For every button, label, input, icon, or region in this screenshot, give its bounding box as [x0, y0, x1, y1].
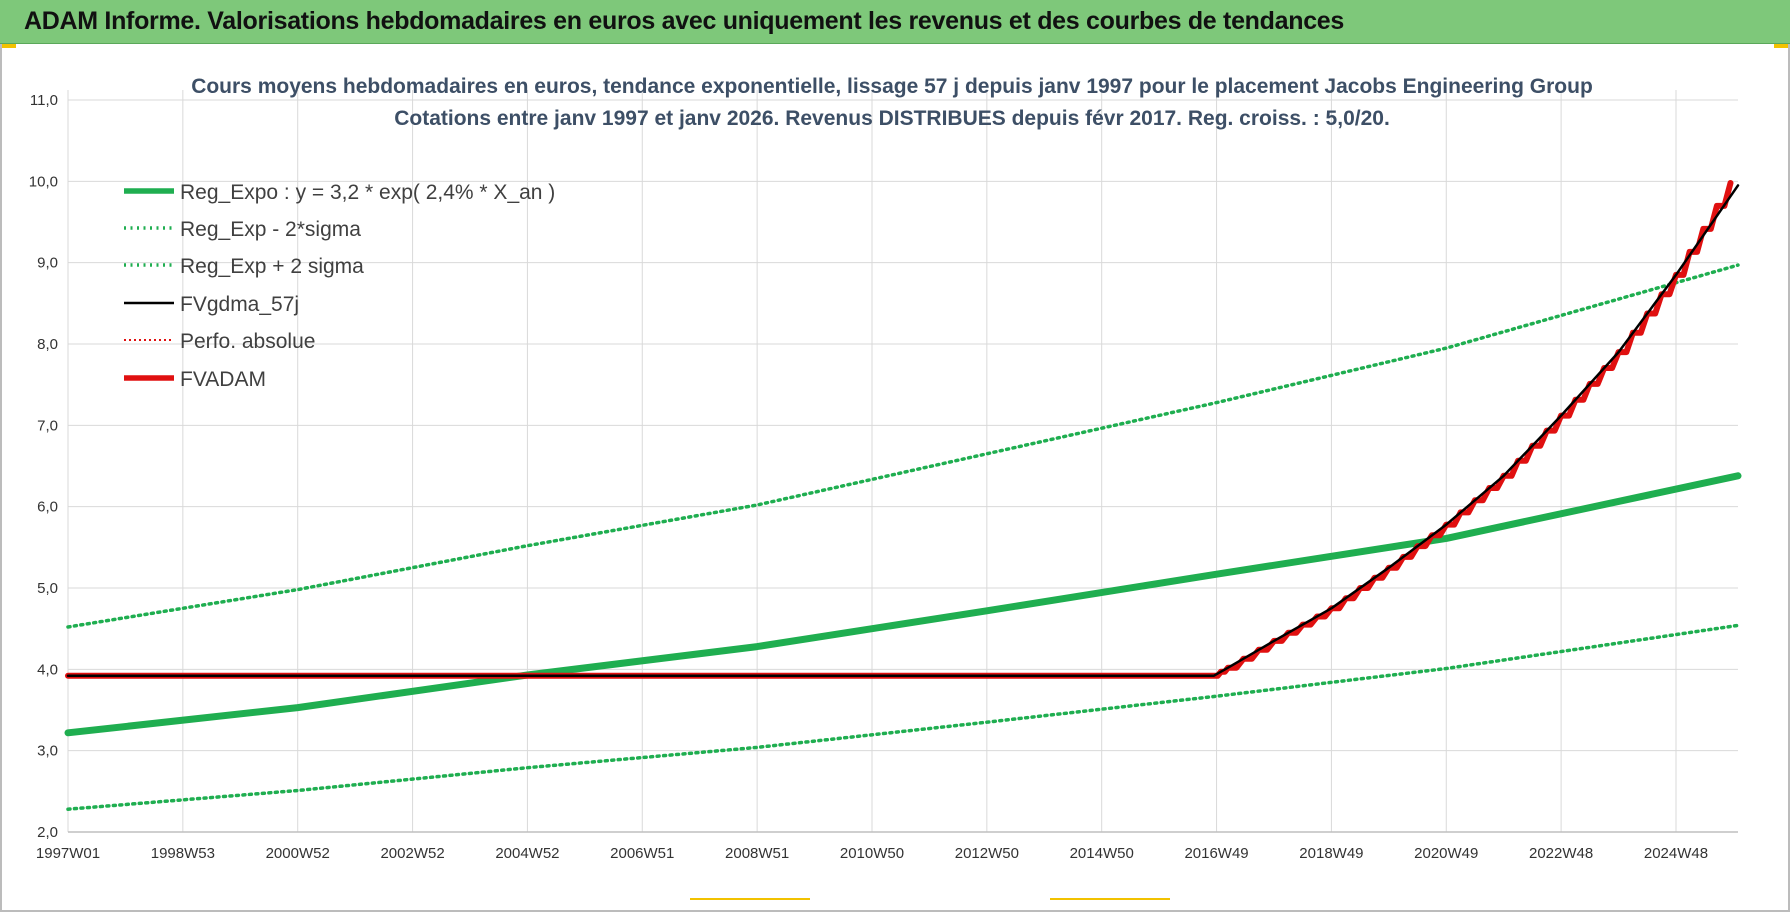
chart-title-line-2: Cotations entre janv 1997 et janv 2026. …: [394, 107, 1390, 130]
x-tick-label: 2018W49: [1299, 845, 1363, 862]
legend-label-fvgdma: FVgdma_57j: [180, 293, 299, 316]
legend-label-fvadam: FVADAM: [180, 368, 266, 391]
y-tick-labels: 2,0 3,0 4,0 5,0 6,0 7,0 8,0 9,0 10,0 11,0: [29, 92, 58, 841]
x-tick-label: 2008W51: [725, 845, 789, 862]
legend-label-perfo: Perfo. absolue: [180, 330, 315, 353]
corner-marker-right: [1774, 44, 1790, 48]
x-gridlines: [67, 90, 1677, 832]
legend-label-reg-expo: Reg_Expo : y = 3,2 * exp( 2,4% * X_an ): [180, 181, 555, 204]
x-tick-label: 2014W50: [1070, 845, 1134, 862]
y-tick-label: 7,0: [37, 417, 58, 434]
y-tick-label: 9,0: [37, 255, 58, 272]
series-layer: [64, 180, 1742, 811]
y-tick-label: 10,0: [29, 173, 58, 190]
y-tick-label: 2,0: [37, 824, 58, 841]
x-tick-label: 2000W52: [266, 845, 330, 862]
series-reg-expo: [64, 472, 1742, 737]
y-tick-label: 8,0: [37, 336, 58, 353]
chart-frame: [0, 44, 1790, 912]
x-tick-label: 2016W49: [1184, 845, 1248, 862]
y-tick-label: 6,0: [37, 499, 58, 516]
series-reg-exp-plus-2sigma: [66, 263, 1740, 629]
chart-title-line-1: Cours moyens hebdomadaires en euros, ten…: [191, 75, 1593, 98]
page-title: ADAM Informe. Valorisations hebdomadaire…: [24, 7, 1345, 35]
y-tick-label: 11,0: [30, 92, 58, 109]
x-tick-label: 2020W49: [1414, 845, 1478, 862]
x-tick-label: 2012W50: [955, 845, 1019, 862]
x-tick-labels: 1997W01 1998W53 2000W52 2002W52 2004W52 2006W…: [36, 845, 1708, 862]
corner-marker-left: [0, 44, 16, 48]
legend: Reg_Expo : y = 3,2 * exp( 2,4% * X_an ) …: [124, 181, 555, 391]
x-tick-label: 2004W52: [495, 845, 559, 862]
y-tick-label: 4,0: [37, 661, 58, 678]
series-fvadam: [65, 180, 1734, 679]
x-tick-label: 1998W53: [151, 845, 215, 862]
corner-marker-bottom-1: [690, 898, 810, 900]
legend-label-reg-exp-minus: Reg_Exp - 2*sigma: [180, 218, 361, 241]
y-tick-label: 3,0: [37, 743, 58, 760]
y-tick-label: 5,0: [37, 580, 58, 597]
legend-label-reg-exp-plus: Reg_Exp + 2 sigma: [180, 255, 364, 278]
header-bar: ADAM Informe. Valorisations hebdomadaire…: [0, 0, 1790, 44]
series-fvgdma-57j: [66, 184, 1740, 678]
x-tick-label: 1997W01: [36, 845, 100, 862]
x-tick-label: 2022W48: [1529, 845, 1593, 862]
x-tick-label: 2024W48: [1644, 845, 1708, 862]
y-gridlines: [68, 99, 1738, 833]
series-reg-exp-minus-2sigma: [66, 623, 1740, 811]
x-tick-label: 2010W50: [840, 845, 904, 862]
corner-marker-bottom-2: [1050, 898, 1170, 900]
x-tick-label: 2006W51: [610, 845, 674, 862]
x-tick-label: 2002W52: [380, 845, 444, 862]
